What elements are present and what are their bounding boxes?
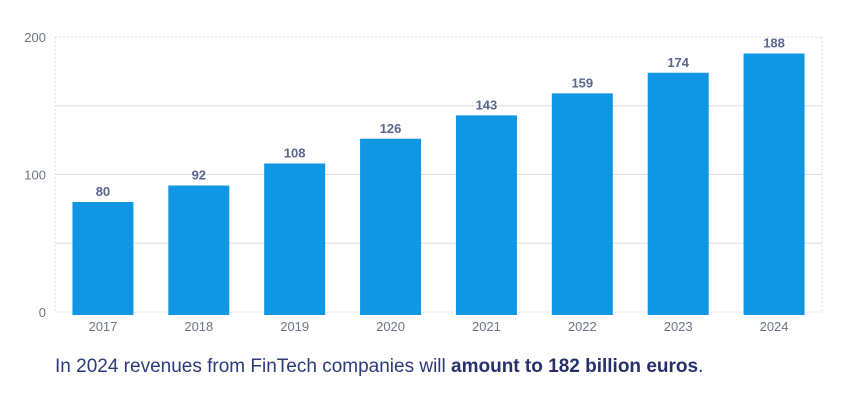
x-tick-label-2021: 2021	[472, 319, 501, 334]
data-label-2018: 92	[192, 168, 206, 183]
data-label-2019: 108	[284, 146, 306, 161]
x-tick-label-2023: 2023	[664, 319, 693, 334]
x-tick-label-2017: 2017	[88, 319, 117, 334]
x-tick-label-2024: 2024	[760, 319, 789, 334]
caption-emphasis: amount to 182 billion euros	[451, 356, 699, 377]
y-tick-label: 200	[24, 30, 46, 45]
chart-caption: In 2024 revenues from FinTech companies …	[55, 356, 703, 378]
bar-2018	[168, 185, 230, 315]
data-labels: 80 92 108 126 143 159 174 188	[96, 36, 785, 200]
data-label-2022: 159	[571, 75, 593, 90]
bar-2019	[264, 163, 326, 315]
x-tick-label-2019: 2019	[280, 319, 309, 334]
y-axis-ticks: 0 100 200	[24, 30, 46, 320]
bar-2022	[551, 93, 613, 315]
bar-2023	[647, 72, 709, 315]
x-tick-label-2018: 2018	[184, 319, 213, 334]
bars	[72, 53, 805, 315]
x-axis-ticks: 2017 2018 2019 2020 2021 2022 2023 2024	[88, 319, 788, 334]
data-label-2020: 126	[380, 121, 402, 136]
bar-2024	[743, 53, 805, 315]
caption-suffix: .	[698, 356, 704, 377]
data-label-2021: 143	[476, 97, 498, 112]
bar-2017	[72, 202, 134, 315]
bar-2020	[360, 138, 422, 315]
x-tick-label-2022: 2022	[568, 319, 597, 334]
data-label-2023: 174	[667, 55, 689, 70]
caption-prefix: In 2024 revenues from FinTech companies …	[55, 356, 452, 377]
bar-2021	[455, 115, 517, 315]
y-tick-label: 100	[24, 168, 46, 183]
data-label-2017: 80	[96, 184, 110, 199]
data-label-2024: 188	[763, 36, 785, 51]
y-tick-label: 0	[39, 305, 46, 320]
x-tick-label-2020: 2020	[376, 319, 405, 334]
